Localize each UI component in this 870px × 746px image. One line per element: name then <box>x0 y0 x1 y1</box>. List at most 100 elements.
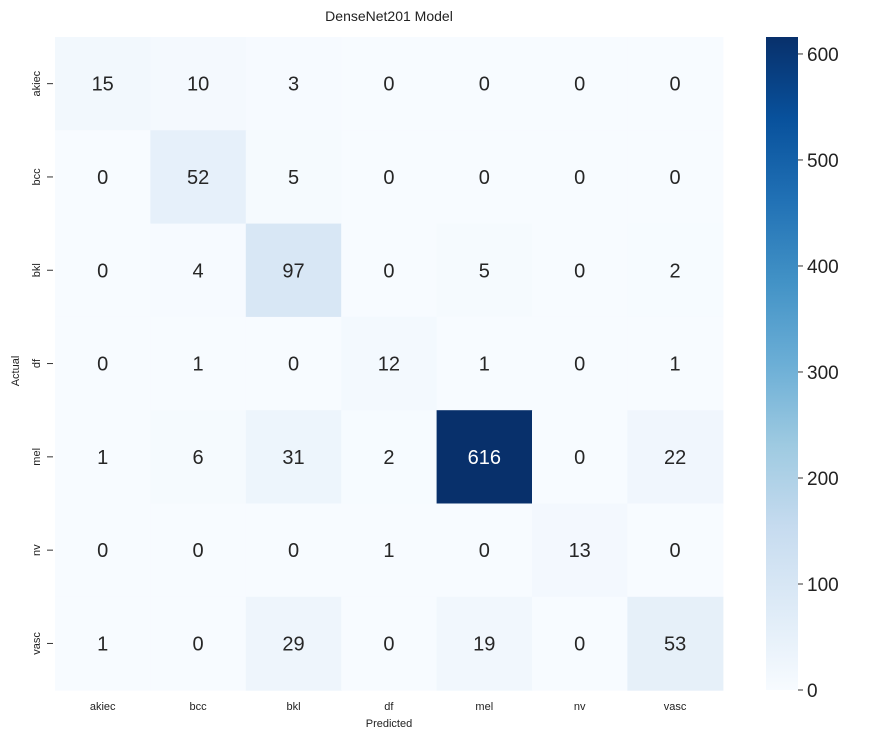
y-tick-label: akiec <box>31 70 43 96</box>
heatmap-cell <box>245 503 342 598</box>
heatmap-cell <box>532 130 628 225</box>
cell-value-label: 0 <box>383 633 394 655</box>
heatmap-cell <box>436 316 533 411</box>
heatmap-cell <box>341 503 438 598</box>
colorbar <box>766 37 798 690</box>
y-tick-label: mel <box>31 448 43 466</box>
cell-value-label: 19 <box>473 633 495 655</box>
cell-value-label: 0 <box>479 540 490 562</box>
heatmap-cell <box>436 223 533 318</box>
colorbar-tick-label: 500 <box>807 151 839 172</box>
heatmap-cell <box>150 410 247 505</box>
heatmap-cell <box>245 596 342 691</box>
cell-value-label: 0 <box>383 260 394 282</box>
heatmap-cell <box>627 130 724 225</box>
heatmap-cells <box>55 37 724 691</box>
cell-value-label: 1 <box>383 540 394 562</box>
cell-value-label: 0 <box>479 167 490 189</box>
x-axis-label: Predicted <box>365 718 413 730</box>
cell-value-label: 1 <box>670 354 681 376</box>
cell-value-label: 1 <box>193 354 204 376</box>
chart-title: DenseNet201 Model <box>325 8 453 24</box>
cell-value-label: 0 <box>97 167 108 189</box>
cell-value-label: 1 <box>97 447 108 469</box>
cell-value-label: 0 <box>383 74 394 96</box>
heatmap-cell <box>245 223 342 318</box>
heatmap-cell <box>245 410 342 505</box>
cell-value-label: 0 <box>574 447 585 469</box>
cell-value-label: 52 <box>187 167 209 189</box>
x-tick-label: bkl <box>286 701 300 713</box>
heatmap-cell <box>627 596 724 691</box>
heatmap-cell <box>627 316 724 411</box>
cell-value-label: 616 <box>468 447 501 469</box>
cell-value-label: 0 <box>288 540 299 562</box>
y-tick-label: nv <box>31 544 43 556</box>
heatmap-cell <box>150 596 247 691</box>
cell-value-label: 0 <box>97 260 108 282</box>
cell-value-label: 0 <box>574 167 585 189</box>
cell-value-label: 53 <box>664 633 686 655</box>
colorbar-tick-label: 100 <box>807 575 839 596</box>
heatmap-cell <box>436 130 533 225</box>
heatmap-cell <box>150 316 247 411</box>
heatmap-cell <box>436 410 533 505</box>
y-tick-label: df <box>31 358 43 368</box>
cell-value-label: 0 <box>670 167 681 189</box>
heatmap-cell <box>55 596 151 691</box>
y-tick-label: bkl <box>31 263 43 277</box>
y-tick-label: bcc <box>31 168 43 186</box>
heatmap-cell <box>150 37 247 131</box>
cell-value-label: 0 <box>670 540 681 562</box>
heatmap-cell <box>245 37 342 131</box>
cell-value-label: 0 <box>574 633 585 655</box>
cell-value-label: 0 <box>574 260 585 282</box>
cell-value-label: 1 <box>97 633 108 655</box>
x-tick-label: bcc <box>190 701 208 713</box>
colorbar-tick-label: 400 <box>807 257 839 278</box>
cell-value-labels: 15 10 3 0 0 0 00 52 5 0 0 0 00 4 97 0 5 0 20 1 0 12 1 0 11 6 31 2 61… <box>92 74 687 656</box>
heatmap-cell <box>341 410 438 505</box>
heatmap-cell <box>436 37 533 131</box>
heatmap-cell <box>55 410 151 505</box>
cell-value-label: 5 <box>288 167 299 189</box>
colorbar-tick-label: 200 <box>807 469 839 490</box>
heatmap-cell <box>627 37 724 131</box>
y-tick-labels: akiec bcc bkl df mel nv vasc <box>31 70 53 655</box>
cell-value-label: 2 <box>383 447 394 469</box>
heatmap-cell <box>532 316 628 411</box>
heatmap-cell <box>341 223 438 318</box>
cell-value-label: 22 <box>664 447 686 469</box>
y-tick-label: vasc <box>31 632 43 655</box>
heatmap-cell <box>150 503 247 598</box>
cell-value-label: 2 <box>670 260 681 282</box>
heatmap-cell <box>245 316 342 411</box>
heatmap-cell <box>532 503 628 598</box>
cell-value-label: 1 <box>479 354 490 376</box>
cell-value-label: 6 <box>193 447 204 469</box>
heatmap-cell <box>55 316 151 411</box>
cell-value-label: 5 <box>479 260 490 282</box>
colorbar-tick-label: 600 <box>807 45 839 66</box>
heatmap-cell <box>150 223 247 318</box>
heatmap-cell <box>55 130 151 225</box>
heatmap-cell <box>341 37 438 131</box>
x-tick-label: mel <box>475 701 493 713</box>
cell-value-label: 0 <box>383 167 394 189</box>
colorbar-tick-label: 0 <box>807 681 818 702</box>
heatmap-cell <box>436 503 533 598</box>
cell-value-label: 3 <box>288 74 299 96</box>
cell-value-label: 0 <box>193 633 204 655</box>
heatmap-cell <box>627 223 724 318</box>
heatmap-cell <box>627 503 724 598</box>
colorbar-tick-label: 300 <box>807 363 839 384</box>
heatmap-cell <box>55 503 151 598</box>
x-tick-label: df <box>384 701 394 713</box>
x-tick-labels: akiec bcc bkl df mel nv vasc <box>90 701 687 713</box>
cell-value-label: 31 <box>282 447 304 469</box>
heatmap-cell <box>532 410 628 505</box>
heatmap-cell <box>532 37 628 131</box>
heatmap-cell <box>55 223 151 318</box>
cell-value-label: 0 <box>97 354 108 376</box>
